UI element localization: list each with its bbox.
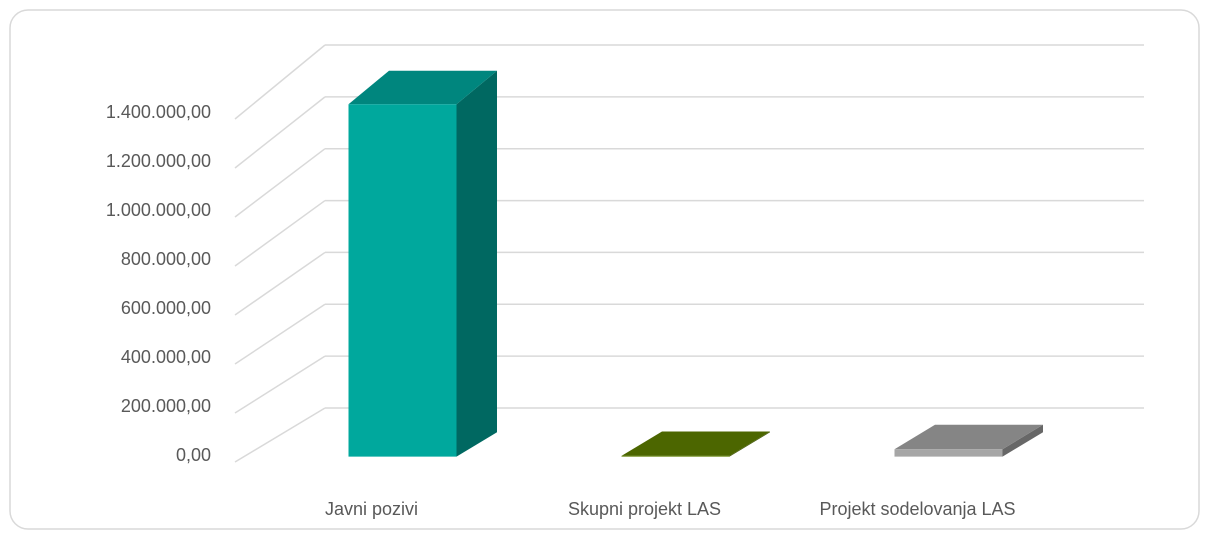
grid-line	[234, 96, 326, 169]
grid-line	[234, 199, 326, 267]
bar	[348, 70, 497, 457]
x-tick-label: Javni pozivi	[325, 499, 418, 519]
grid-line	[234, 148, 326, 218]
grid-line	[234, 44, 326, 120]
y-tick-label: 1.000.000,00	[106, 200, 211, 220]
y-tick-label: 200.000,00	[121, 396, 211, 416]
y-tick-label: 600.000,00	[121, 298, 211, 318]
chart-frame	[9, 9, 1200, 530]
x-tick-label: Projekt sodelovanja LAS	[819, 499, 1015, 519]
bar	[894, 424, 1043, 457]
y-tick-label: 400.000,00	[121, 347, 211, 367]
grid-line	[234, 355, 326, 414]
grid-line	[234, 407, 326, 463]
y-tick-label: 1.200.000,00	[106, 151, 211, 171]
grid-line	[234, 303, 326, 365]
y-tick-label: 0,00	[176, 445, 211, 465]
y-tick-label: 800.000,00	[121, 249, 211, 269]
x-tick-label: Skupni projekt LAS	[568, 499, 721, 519]
grid-line	[234, 251, 326, 316]
bar	[621, 431, 770, 457]
y-tick-label: 1.400.000,00	[106, 102, 211, 122]
